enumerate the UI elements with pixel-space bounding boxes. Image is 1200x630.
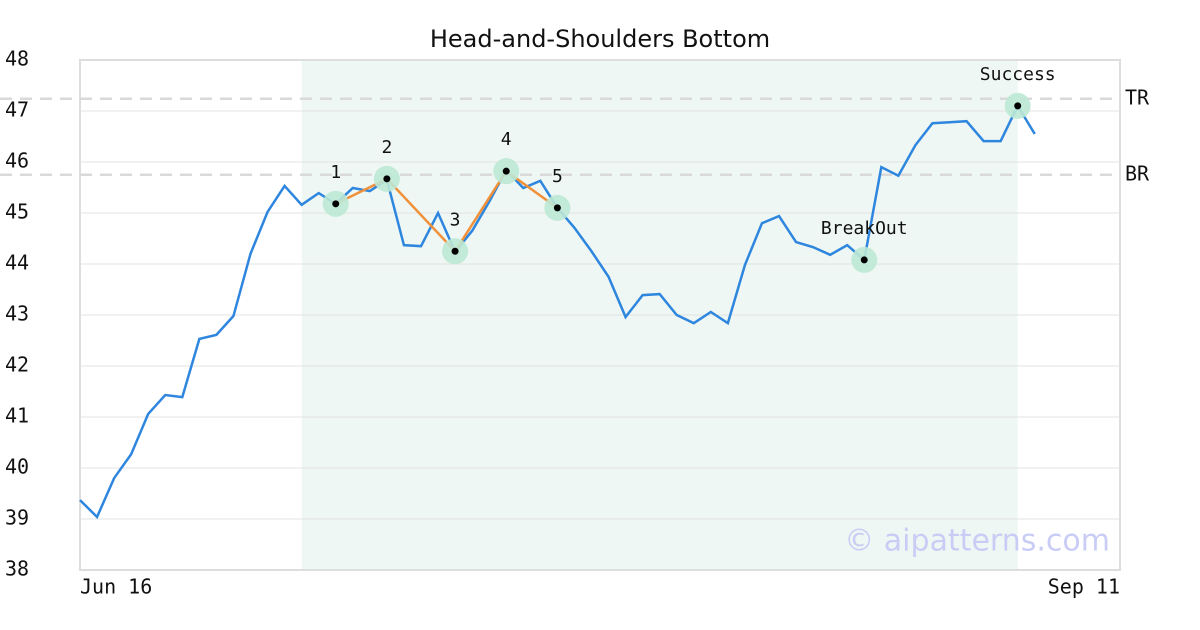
watermark: © aipatterns.com xyxy=(844,524,1110,559)
point-dot xyxy=(1014,102,1022,110)
point-dot xyxy=(451,247,459,255)
marker-label: BreakOut xyxy=(821,218,908,239)
y-tick-label: 48 xyxy=(5,47,29,71)
reference-label: BR xyxy=(1125,161,1150,185)
pattern-label: 5 xyxy=(552,166,563,187)
pattern-label: 2 xyxy=(381,137,392,158)
pattern-label: 3 xyxy=(450,209,461,230)
x-tick-label: Sep 11 xyxy=(1048,575,1120,599)
point-dot xyxy=(332,200,340,208)
reference-label: TR xyxy=(1125,85,1150,109)
y-tick-label: 47 xyxy=(5,98,29,122)
x-tick-label: Jun 16 xyxy=(80,575,152,599)
point-dot xyxy=(502,167,510,175)
marker-label: Success xyxy=(980,64,1056,85)
plot-border xyxy=(79,59,1121,571)
y-tick-label: 42 xyxy=(5,353,29,377)
point-dot xyxy=(860,256,868,264)
pattern-label: 4 xyxy=(501,129,512,150)
y-tick-label: 40 xyxy=(5,455,29,479)
y-tick-label: 43 xyxy=(5,302,29,326)
y-tick-label: 41 xyxy=(5,404,29,428)
y-tick-label: 39 xyxy=(5,506,29,530)
pattern-label: 1 xyxy=(330,162,341,183)
y-tick-label: 38 xyxy=(5,557,29,581)
point-dot xyxy=(383,175,391,183)
y-tick-label: 44 xyxy=(5,251,29,275)
y-tick-label: 45 xyxy=(5,200,29,224)
chart-title: Head-and-Shoulders Bottom xyxy=(430,25,770,53)
point-dot xyxy=(553,204,561,212)
y-tick-label: 46 xyxy=(5,149,29,173)
